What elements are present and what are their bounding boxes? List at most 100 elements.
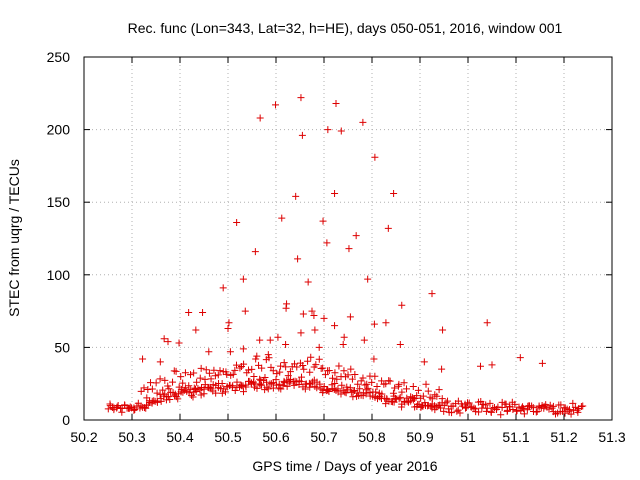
data-point <box>212 389 220 397</box>
data-point <box>370 320 378 328</box>
data-point <box>279 381 287 389</box>
data-point <box>323 239 331 247</box>
data-point <box>285 379 293 387</box>
data-point <box>359 392 367 400</box>
data-point <box>516 354 524 362</box>
data-point <box>440 407 448 415</box>
data-point <box>293 363 301 371</box>
x-tick-label: 51 <box>460 429 476 445</box>
data-point <box>210 366 218 374</box>
data-point <box>181 369 189 377</box>
data-point <box>356 385 364 393</box>
data-point <box>438 395 446 403</box>
data-point <box>540 402 548 410</box>
data-point <box>319 217 327 225</box>
data-point <box>569 399 577 407</box>
y-tick-label: 50 <box>54 339 70 355</box>
data-point <box>250 373 258 381</box>
data-point <box>258 381 266 389</box>
data-point <box>268 380 276 388</box>
data-point <box>175 339 183 347</box>
data-point <box>364 275 372 283</box>
data-point <box>363 380 371 388</box>
data-point <box>199 309 207 317</box>
data-point <box>389 389 397 397</box>
data-point <box>300 365 308 373</box>
data-point <box>331 369 339 377</box>
data-point <box>409 382 417 390</box>
data-point <box>196 374 204 382</box>
data-point <box>282 363 290 371</box>
data-point <box>179 379 187 387</box>
data-point <box>269 367 277 375</box>
data-point <box>307 353 315 361</box>
data-point <box>113 403 121 411</box>
data-point <box>476 362 484 370</box>
y-tick-label: 150 <box>47 194 71 210</box>
data-point <box>471 405 479 413</box>
data-point <box>276 368 284 376</box>
data-point <box>277 385 285 393</box>
data-point <box>373 383 381 391</box>
data-point <box>239 275 247 283</box>
data-point <box>179 388 187 396</box>
data-point <box>340 333 348 341</box>
data-point <box>137 402 145 410</box>
x-tick-label: 51.3 <box>598 429 625 445</box>
data-point <box>331 322 339 330</box>
data-point <box>175 383 183 391</box>
data-point <box>224 325 232 333</box>
data-point <box>277 362 285 370</box>
data-point <box>444 397 452 405</box>
data-point <box>424 387 432 395</box>
data-point <box>330 385 338 393</box>
chart-title: Rec. func (Lon=343, Lat=32, h=HE), days … <box>128 20 563 36</box>
y-tick-label: 0 <box>62 412 70 428</box>
data-point <box>482 401 490 409</box>
data-point <box>169 378 177 386</box>
axis-ticks <box>83 56 613 421</box>
data-point <box>384 224 392 232</box>
data-point <box>321 371 329 379</box>
data-point <box>284 372 292 380</box>
data-point <box>395 395 403 403</box>
x-tick-label: 50.6 <box>262 429 289 445</box>
data-point <box>435 386 443 394</box>
data-point <box>400 379 408 387</box>
data-point <box>266 336 274 344</box>
data-point <box>437 404 445 412</box>
data-point <box>170 367 178 375</box>
data-point <box>140 384 148 392</box>
data-point <box>216 367 224 375</box>
x-tick-label: 51.2 <box>550 429 577 445</box>
data-point <box>202 366 210 374</box>
data-point <box>278 214 286 222</box>
data-point <box>310 311 318 319</box>
data-point <box>361 381 369 389</box>
data-point <box>432 403 440 411</box>
data-point <box>368 378 376 386</box>
data-point <box>359 374 367 382</box>
data-point <box>197 364 205 372</box>
data-point <box>231 386 239 394</box>
x-tick-label: 50.5 <box>214 429 241 445</box>
data-point <box>475 408 483 416</box>
data-point <box>172 367 180 375</box>
data-point <box>205 369 213 377</box>
data-point <box>232 361 240 369</box>
data-point <box>214 371 222 379</box>
data-point <box>357 377 365 385</box>
data-point <box>211 372 219 380</box>
y-axis-label: STEC from uqrg / TECUs <box>6 159 22 317</box>
data-point <box>456 409 464 417</box>
data-point <box>174 395 182 403</box>
data-point <box>272 101 280 109</box>
data-point <box>352 232 360 240</box>
data-point <box>236 364 244 372</box>
data-point <box>192 326 200 334</box>
data-point <box>165 385 173 393</box>
data-point <box>413 392 421 400</box>
data-point <box>520 410 528 418</box>
x-tick-label: 50.2 <box>70 429 97 445</box>
data-point <box>370 355 378 363</box>
